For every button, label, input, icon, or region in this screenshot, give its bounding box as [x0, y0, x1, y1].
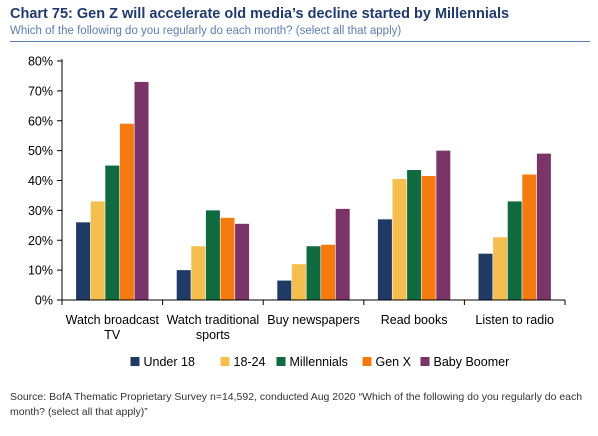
legend-label: Baby Boomer	[434, 355, 510, 369]
bar	[119, 123, 134, 301]
bar	[105, 165, 120, 300]
y-axis: 0% 10% 20% 30% 40% 50% 60% 70% 80%	[28, 55, 63, 308]
legend: Under 18 18-24 Millennials Gen X Baby Boomer	[130, 355, 510, 369]
bar-group	[76, 81, 551, 301]
y-tick-label: 20%	[28, 234, 53, 248]
x-tick-label: Watch traditional	[167, 313, 260, 327]
bar	[392, 179, 407, 300]
x-tick-label: Watch broadcast	[66, 313, 160, 327]
bar	[436, 150, 451, 301]
bar	[493, 237, 508, 300]
bar	[335, 208, 350, 300]
y-tick-label: 30%	[28, 204, 53, 218]
x-tick-label: TV	[104, 328, 121, 342]
legend-label: 18-24	[234, 355, 266, 369]
y-tick-label: 0%	[35, 294, 53, 308]
legend-swatch	[362, 357, 372, 366]
x-tick-label: Listen to radio	[475, 313, 554, 327]
bar	[478, 253, 493, 300]
legend-swatch	[420, 357, 430, 366]
bar	[291, 264, 306, 300]
bar	[90, 201, 105, 300]
legend-swatch	[130, 357, 140, 366]
y-tick-label: 60%	[28, 114, 53, 128]
chart-subtitle: Which of the following do you regularly …	[10, 25, 402, 37]
bar	[176, 270, 191, 301]
bar	[507, 201, 522, 300]
x-tick-label: Read books	[381, 313, 448, 327]
source-note: Source: BofA Thematic Proprietary Survey…	[10, 391, 583, 418]
bar	[76, 222, 91, 300]
bar	[421, 176, 436, 300]
y-tick-label: 50%	[28, 144, 53, 158]
bar	[235, 223, 250, 300]
bar	[321, 244, 336, 300]
bar	[191, 246, 206, 300]
x-tick-label: Buy newspapers	[267, 313, 359, 327]
bar	[407, 170, 422, 300]
bar	[277, 280, 292, 300]
bar	[536, 153, 551, 300]
x-tick-label: sports	[196, 328, 230, 342]
legend-swatch	[276, 357, 286, 366]
bar	[205, 210, 220, 301]
bar	[220, 217, 235, 300]
legend-label: Millennials	[290, 355, 348, 369]
bar	[306, 246, 321, 300]
bar	[377, 219, 392, 300]
legend-swatch	[220, 357, 230, 366]
bar	[522, 174, 537, 300]
legend-label: Gen X	[376, 355, 412, 369]
y-tick-label: 70%	[28, 84, 53, 98]
y-tick-label: 80%	[28, 55, 53, 69]
y-tick-label: 10%	[28, 264, 53, 278]
chart-title: Chart 75: Gen Z will accelerate old medi…	[10, 6, 510, 22]
legend-label: Under 18	[144, 355, 195, 369]
bar	[134, 81, 149, 300]
title-divider	[10, 41, 590, 42]
y-tick-label: 40%	[28, 174, 53, 188]
